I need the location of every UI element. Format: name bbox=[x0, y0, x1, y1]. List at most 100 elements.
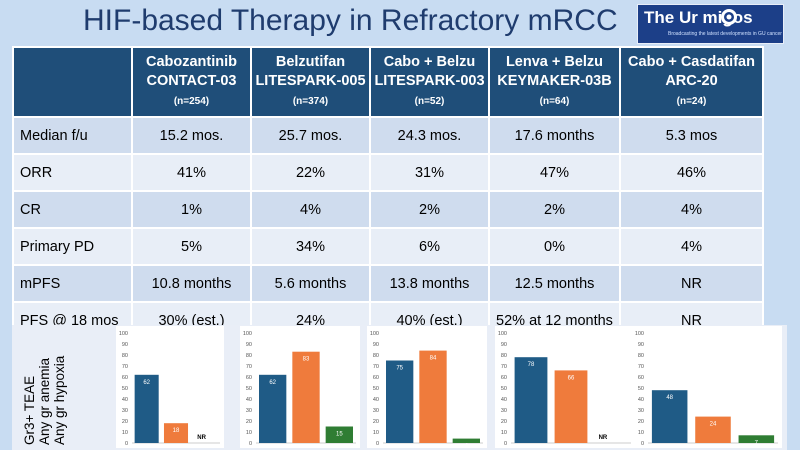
y-tick-label: 80 bbox=[246, 353, 252, 359]
y-tick-label: 10 bbox=[373, 430, 379, 436]
y-tick-label: 50 bbox=[373, 386, 379, 392]
table-cell: 1% bbox=[131, 190, 252, 229]
row-label: Median f/u bbox=[12, 116, 133, 155]
bar-teae bbox=[259, 374, 287, 443]
y-tick-label: 90 bbox=[501, 342, 507, 348]
ae-chart-svg: 0 10 20 30 40 50 60 70 80 90 100 48 24 7 bbox=[635, 331, 778, 447]
bar-label-anemia: 66 bbox=[568, 375, 575, 381]
y-tick-label: 80 bbox=[501, 353, 507, 359]
ae-label-hypoxia: Any gr hypoxia bbox=[52, 355, 67, 445]
bar-anemia bbox=[554, 370, 588, 443]
table-row: mPFS 10.8 months 5.6 months 13.8 months … bbox=[12, 264, 764, 303]
y-tick-label: 80 bbox=[122, 353, 128, 359]
bar-label-anemia: 24 bbox=[710, 422, 717, 428]
y-tick-label: 10 bbox=[122, 430, 128, 436]
bar-label-teae: 62 bbox=[269, 380, 276, 386]
bar-label-hypoxia: 15 bbox=[336, 432, 343, 438]
slide-title: HIF-based Therapy in Refractory mRCC bbox=[83, 4, 618, 37]
header-col-4: Cabo + Casdatifan ARC-20 (n=24) bbox=[619, 46, 764, 118]
table-cell: 46% bbox=[619, 153, 764, 192]
y-tick-label: 60 bbox=[373, 375, 379, 381]
ae-chart-0: 0 10 20 30 40 50 60 70 80 90 100 62 18 NR bbox=[116, 326, 224, 448]
bar-hypoxia bbox=[325, 426, 353, 443]
comparison-table: Cabozantinib CONTACT-03 (n=254) Belzutifan… bbox=[12, 46, 764, 340]
table-cell: 0% bbox=[488, 227, 621, 266]
table-cell: 6% bbox=[369, 227, 490, 266]
y-tick-label: 80 bbox=[638, 353, 644, 359]
ae-row-label: Gr3+ TEAE Any gr anemia Any gr hypoxia bbox=[22, 356, 67, 445]
y-tick-label: 30 bbox=[373, 408, 379, 414]
y-tick-label: 90 bbox=[122, 342, 128, 348]
header-row: Cabozantinib CONTACT-03 (n=254) Belzutifan… bbox=[12, 46, 764, 118]
bar-label-anemia: 18 bbox=[173, 428, 180, 434]
row-label: mPFS bbox=[12, 264, 133, 303]
y-tick-label: 70 bbox=[638, 364, 644, 370]
bar-label-teae: 78 bbox=[528, 362, 535, 368]
y-tick-label: 50 bbox=[501, 386, 507, 392]
y-tick-label: 0 bbox=[504, 441, 507, 447]
table-cell: 10.8 months bbox=[131, 264, 252, 303]
y-tick-label: 0 bbox=[641, 441, 644, 447]
y-tick-label: 40 bbox=[501, 397, 507, 403]
table-cell: 5.6 months bbox=[250, 264, 371, 303]
table-cell: 4% bbox=[619, 227, 764, 266]
bar-teae bbox=[386, 360, 414, 443]
table-cell: 34% bbox=[250, 227, 371, 266]
y-tick-label: 100 bbox=[370, 331, 379, 337]
y-tick-label: 40 bbox=[373, 397, 379, 403]
bar-label-anemia: 84 bbox=[430, 356, 437, 362]
y-tick-label: 50 bbox=[246, 386, 252, 392]
uromigos-logo: The Ur migos Broadcasting the latest dev… bbox=[637, 4, 784, 44]
ae-chart-svg: 0 10 20 30 40 50 60 70 80 90 100 62 83 15 bbox=[243, 331, 356, 447]
y-tick-label: 20 bbox=[246, 419, 252, 425]
y-tick-label: 90 bbox=[373, 342, 379, 348]
bar-anemia bbox=[292, 351, 320, 443]
y-tick-label: 60 bbox=[246, 375, 252, 381]
ae-label-anemia: Any gr anemia bbox=[37, 357, 52, 445]
table-row: CR 1% 4% 2% 2% 4% bbox=[12, 190, 764, 229]
table-cell: 4% bbox=[250, 190, 371, 229]
bar-hypoxia bbox=[452, 438, 480, 443]
table-cell: 24.3 mos. bbox=[369, 116, 490, 155]
y-tick-label: 20 bbox=[501, 419, 507, 425]
bar-teae bbox=[651, 390, 688, 443]
y-tick-label: 30 bbox=[638, 408, 644, 414]
table-cell: 25.7 mos. bbox=[250, 116, 371, 155]
y-tick-label: 40 bbox=[122, 397, 128, 403]
bar-label-teae: 48 bbox=[666, 395, 673, 401]
y-tick-label: 50 bbox=[122, 386, 128, 392]
y-tick-label: 0 bbox=[249, 441, 252, 447]
globe-icon bbox=[721, 9, 737, 25]
table-cell: NR bbox=[619, 264, 764, 303]
table-cell: 31% bbox=[369, 153, 490, 192]
bar-teae bbox=[514, 357, 548, 443]
bar-label-hypoxia: NR bbox=[599, 435, 608, 441]
y-tick-label: 100 bbox=[243, 331, 252, 337]
y-tick-label: 90 bbox=[638, 342, 644, 348]
header-col-0: Cabozantinib CONTACT-03 (n=254) bbox=[131, 46, 252, 118]
bar-label-hypoxia: 7 bbox=[755, 440, 759, 446]
y-tick-label: 20 bbox=[122, 419, 128, 425]
table-cell: 4% bbox=[619, 190, 764, 229]
ae-chart-svg: 0 10 20 30 40 50 60 70 80 90 100 75 84 4 bbox=[370, 331, 483, 448]
logo-tagline: Broadcasting the latest developments in … bbox=[668, 31, 782, 37]
table-row: Median f/u 15.2 mos. 25.7 mos. 24.3 mos.… bbox=[12, 116, 764, 155]
header-col-1: Belzutifan LITESPARK-005 (n=374) bbox=[250, 46, 371, 118]
bar-anemia bbox=[163, 423, 189, 443]
y-tick-label: 20 bbox=[638, 419, 644, 425]
y-tick-label: 60 bbox=[501, 375, 507, 381]
table-cell: 15.2 mos. bbox=[131, 116, 252, 155]
table-cell: 2% bbox=[488, 190, 621, 229]
y-tick-label: 70 bbox=[501, 364, 507, 370]
ae-chart-2: 0 10 20 30 40 50 60 70 80 90 100 75 84 4 bbox=[367, 326, 487, 448]
y-tick-label: 90 bbox=[246, 342, 252, 348]
y-tick-label: 30 bbox=[501, 408, 507, 414]
y-tick-label: 100 bbox=[498, 331, 507, 337]
adverse-events-section: Gr3+ TEAE Any gr anemia Any gr hypoxia 0… bbox=[12, 325, 787, 450]
ae-chart-svg: 0 10 20 30 40 50 60 70 80 90 100 62 18 NR bbox=[119, 331, 220, 447]
bar-hypoxia bbox=[738, 435, 775, 443]
table-cell: 5.3 mos bbox=[619, 116, 764, 155]
bar-label-teae: 62 bbox=[143, 380, 150, 386]
table-cell: 22% bbox=[250, 153, 371, 192]
y-tick-label: 10 bbox=[501, 430, 507, 436]
